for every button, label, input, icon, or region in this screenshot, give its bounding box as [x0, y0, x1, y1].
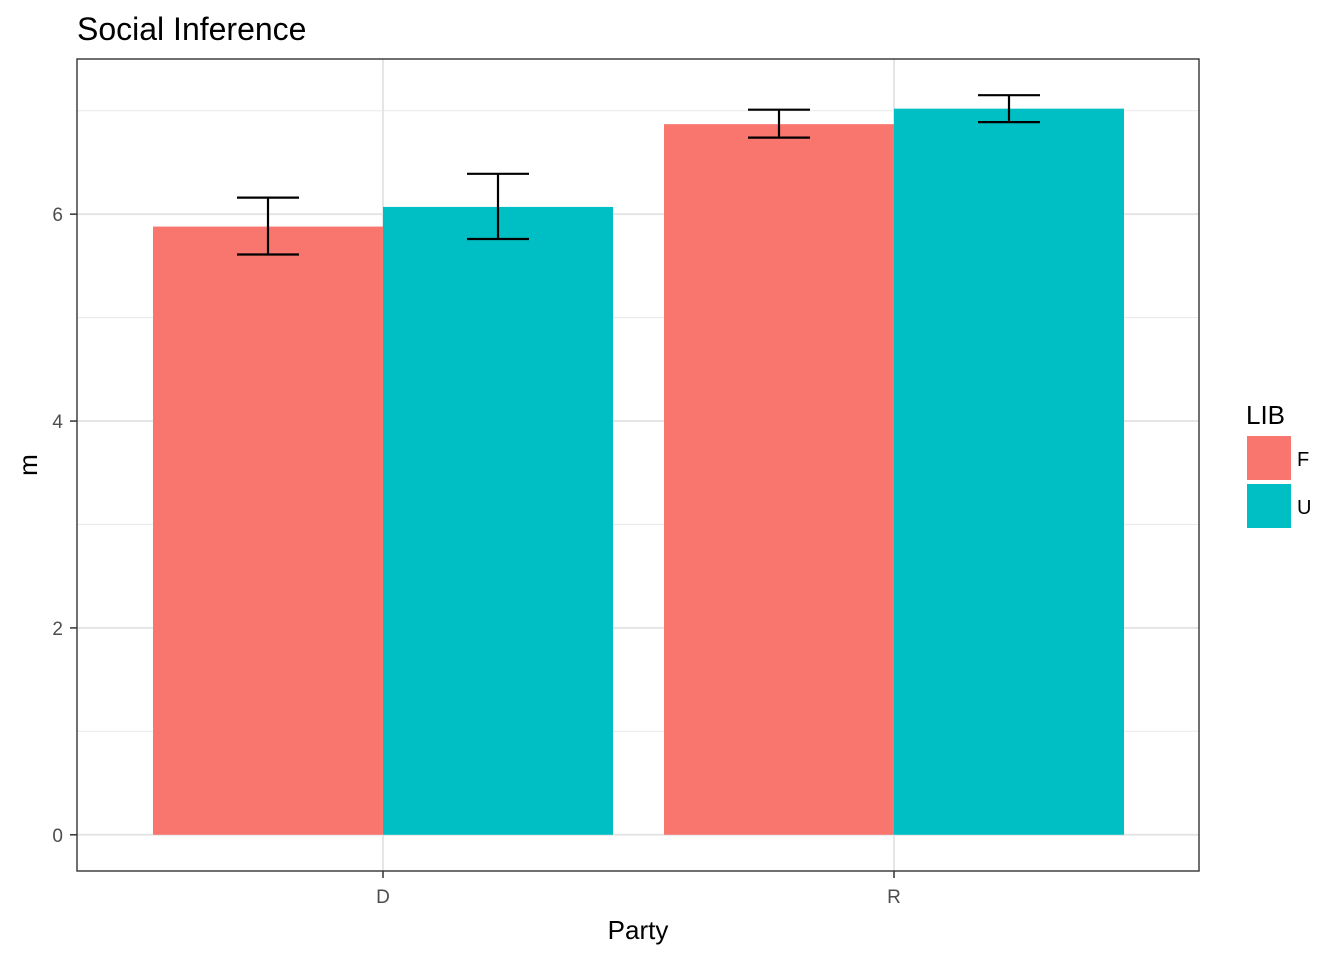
- panel-border: [76, 58, 1200, 872]
- bar-F-D: [153, 226, 383, 835]
- legend-title: LIB: [1246, 400, 1285, 430]
- x-tick-label: D: [376, 887, 390, 908]
- legend-key-F: [1247, 436, 1291, 480]
- y-tick-label: 6: [52, 205, 63, 226]
- x-axis-title: Party: [608, 915, 669, 945]
- legend: LIB F U: [1246, 400, 1311, 528]
- bar-F-R: [664, 124, 894, 835]
- y-tick-label: 0: [52, 826, 63, 847]
- legend-label-U: U: [1297, 497, 1311, 519]
- y-tick-label: 2: [52, 619, 63, 640]
- legend-label-F: F: [1297, 449, 1309, 471]
- bar-U-D: [383, 206, 613, 835]
- plot-area: [76, 58, 1200, 872]
- chart-title: Social Inference: [77, 11, 306, 47]
- y-tick-label: 4: [52, 412, 63, 433]
- y-axis-title: m: [13, 454, 43, 476]
- axes: 0 2 4 6 D R: [52, 205, 900, 908]
- bar-U-R: [894, 108, 1124, 835]
- x-tick-label: R: [887, 887, 901, 908]
- legend-key-U: [1247, 484, 1291, 528]
